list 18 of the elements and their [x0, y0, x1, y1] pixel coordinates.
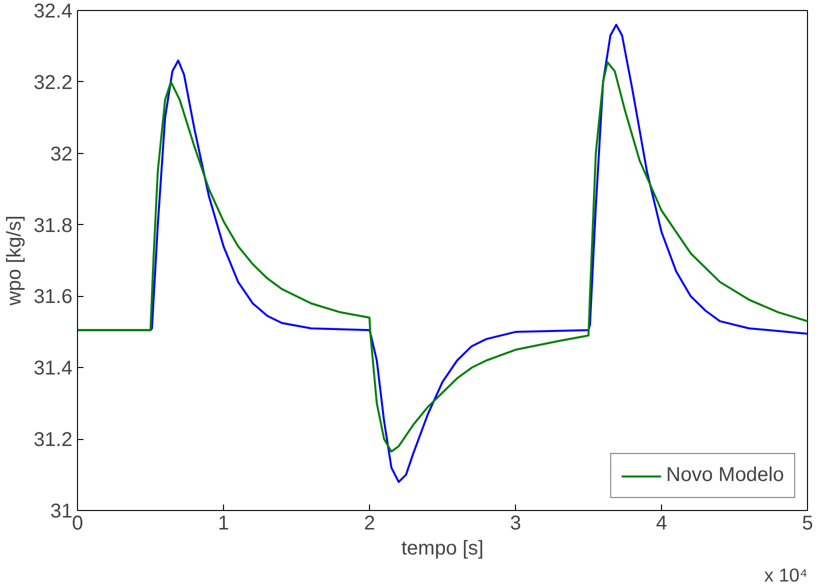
text: x 10⁴: [764, 564, 808, 585]
y-axis-title: wpo [kg/s]: [4, 215, 26, 307]
y-tick-label: 31.6: [34, 286, 73, 308]
y-tick-label: 31.8: [34, 214, 73, 237]
x-tick-label: 0: [72, 512, 84, 534]
x-axis-title: tempo [s]: [401, 538, 484, 560]
x-tick-label: 1: [218, 512, 230, 534]
x-tick-label: 2: [364, 512, 376, 534]
x-tick-label: 5: [802, 512, 814, 534]
y-tick-label: 32.2: [34, 72, 73, 94]
x-tick-label: 3: [510, 512, 522, 534]
y-tick-label: 31.2: [34, 429, 73, 452]
x-tick-label: 4: [656, 512, 668, 534]
y-tick-label: 32.4: [34, 0, 73, 22]
legend-label: Novo Modelo: [666, 464, 784, 487]
y-tick-label: 31: [50, 500, 73, 522]
y-tick-label: 32: [50, 143, 73, 166]
y-tick-label: 31.4: [34, 358, 73, 380]
